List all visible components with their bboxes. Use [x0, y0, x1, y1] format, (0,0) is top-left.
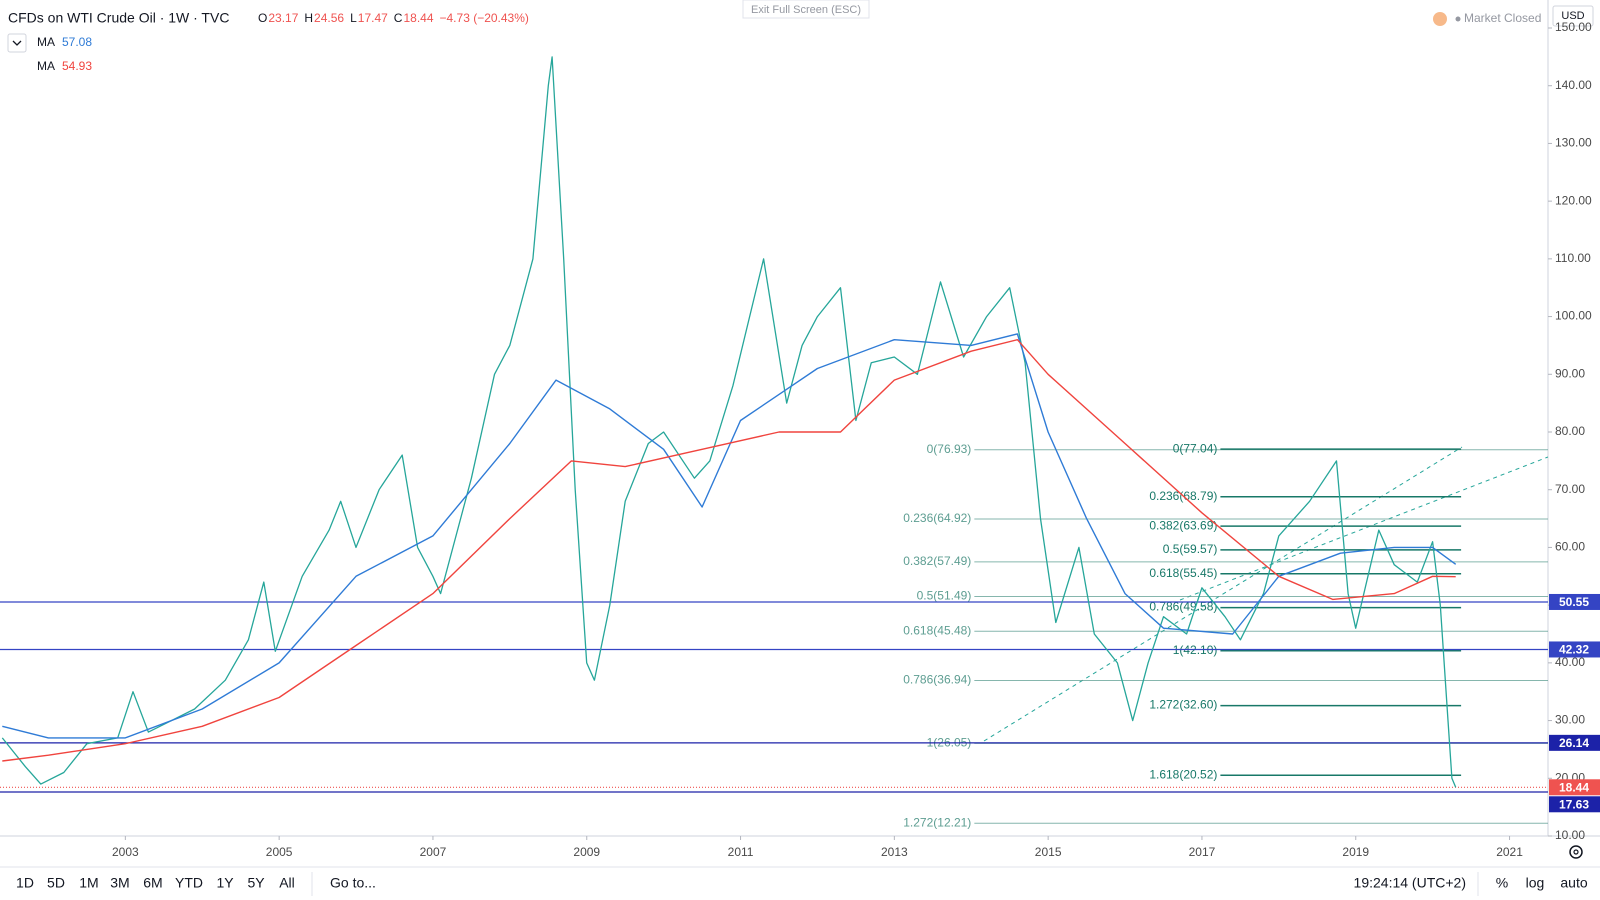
price-tag [1549, 734, 1600, 751]
range-button[interactable]: 5D [47, 875, 65, 891]
range-button[interactable]: 1D [16, 875, 34, 891]
goto-button[interactable]: Go to... [330, 875, 376, 891]
ohlc-key: H [304, 11, 313, 25]
legend-name: MA [37, 35, 55, 49]
range-button[interactable]: 3M [110, 875, 129, 891]
price-tag [1549, 593, 1600, 610]
x-tick-label: 2017 [1189, 845, 1216, 859]
symbol-title: CFDs on WTI Crude Oil · 1W · TVC [8, 10, 229, 26]
price-tag-label: 26.14 [1559, 736, 1589, 750]
fib-label: 0.618(55.45) [1149, 566, 1217, 580]
trend-line [1179, 456, 1548, 601]
y-tick-label: 140.00 [1555, 78, 1592, 92]
scale-button[interactable]: auto [1560, 875, 1587, 891]
scale-button[interactable]: log [1526, 875, 1545, 891]
ohlc-key: C [394, 11, 403, 25]
y-tick-label: 30.00 [1555, 713, 1585, 727]
price-tag-label: 50.55 [1559, 595, 1589, 609]
fib-label: 0.5(59.57) [1163, 542, 1218, 556]
x-tick-label: 2021 [1496, 845, 1523, 859]
change: −4.73 (−20.43%) [440, 11, 529, 25]
legend-value: 57.08 [62, 35, 92, 49]
toolbar: 1D 5D 1M 3M 6M YTD 1Y 5Y All Go to... 19:24:14 (UT… [16, 875, 1588, 891]
plot-area: 0(76.93) 0.236(64.92) 0.382(57.49) 0.5(51.4… [0, 56, 1548, 829]
ohlc-value: 17.47 [358, 11, 388, 25]
range-button[interactable]: 1Y [216, 875, 234, 891]
fib-label: 0(76.93) [927, 442, 972, 456]
price-tag-label: 42.32 [1559, 643, 1589, 657]
y-tick-label: 150.00 [1555, 20, 1592, 34]
legend-value: 54.93 [62, 59, 92, 73]
ohlc-value: 23.17 [268, 11, 298, 25]
scale-button[interactable]: % [1496, 875, 1508, 891]
legend: MA 57.08 MA 54.93 [37, 35, 92, 73]
market-status: Market Closed [1464, 11, 1541, 25]
y-tick-label: 80.00 [1555, 424, 1585, 438]
fib-label: 0.5(51.49) [917, 589, 972, 603]
range-button[interactable]: 6M [143, 875, 162, 891]
price-tag-label: 17.63 [1559, 797, 1589, 811]
range-button[interactable]: 5Y [247, 875, 265, 891]
fib-label: 0(77.04) [1173, 441, 1218, 455]
y-tick-label: 60.00 [1555, 540, 1585, 554]
x-tick-label: 2005 [266, 845, 293, 859]
x-tick-label: 2007 [420, 845, 447, 859]
exit-fullscreen-label: Exit Full Screen (ESC) [751, 4, 861, 16]
ohlc-value: 18.44 [403, 11, 433, 25]
x-tick-label: 2009 [573, 845, 600, 859]
currency: USD [1561, 10, 1584, 22]
legend-toggle[interactable] [7, 33, 27, 53]
legend-name: MA [37, 59, 55, 73]
chevron-icon [12, 40, 22, 46]
fib-label: 0.618(45.48) [903, 623, 971, 637]
fib-label: 0.382(57.49) [903, 554, 971, 568]
x-tick-label: 2015 [1035, 845, 1062, 859]
currency-box[interactable] [1552, 5, 1594, 27]
status-dot [1455, 16, 1461, 22]
price-tag [1549, 796, 1600, 813]
y-tick-label: 10.00 [1555, 828, 1585, 842]
ohlc: O 23.17 H 24.56 L 17.47 C 18.44 −4.73 (−20.43%) [258, 11, 529, 25]
price-tag [1549, 779, 1600, 796]
moving-average [2, 333, 1457, 739]
y-tick-label: 90.00 [1555, 366, 1585, 380]
exit-fullscreen-button[interactable] [742, 0, 870, 19]
y-tick-label: 40.00 [1555, 655, 1585, 669]
ohlc-key: L [350, 11, 357, 25]
fib-label: 0.786(49.58) [1149, 600, 1217, 614]
ohlc-value: 24.56 [314, 11, 344, 25]
x-tick-label: 2003 [112, 845, 139, 859]
status-icon [1433, 12, 1447, 26]
range-button[interactable]: All [279, 875, 295, 891]
ohlc-key: O [258, 11, 267, 25]
price-tag-label: 18.44 [1559, 780, 1589, 794]
range-button[interactable]: YTD [175, 875, 203, 891]
x-tick-label: 2019 [1342, 845, 1369, 859]
fib-label: 1.272(12.21) [903, 815, 971, 829]
settings-icon[interactable] [1569, 845, 1583, 859]
fib-label: 0.236(64.92) [903, 511, 971, 525]
y-tick-label: 130.00 [1555, 136, 1592, 150]
fib-label: 1.618(20.52) [1149, 767, 1217, 781]
y-tick-label: 120.00 [1555, 193, 1592, 207]
range-button[interactable]: 1M [79, 875, 98, 891]
fib-label: 0.382(63.69) [1149, 518, 1217, 532]
x-tick-label: 2011 [728, 845, 754, 859]
fib-label: 1.272(32.60) [1149, 698, 1217, 712]
y-tick-label: 70.00 [1555, 482, 1585, 496]
price-tag [1549, 641, 1600, 658]
y-tick-label: 110.00 [1555, 251, 1591, 265]
y-tick-label: 100.00 [1555, 309, 1592, 323]
moving-average [2, 339, 1456, 762]
fib-label: 0.786(36.94) [903, 673, 971, 687]
clock: 19:24:14 (UTC+2) [1354, 875, 1466, 891]
x-tick-label: 2013 [881, 845, 908, 859]
